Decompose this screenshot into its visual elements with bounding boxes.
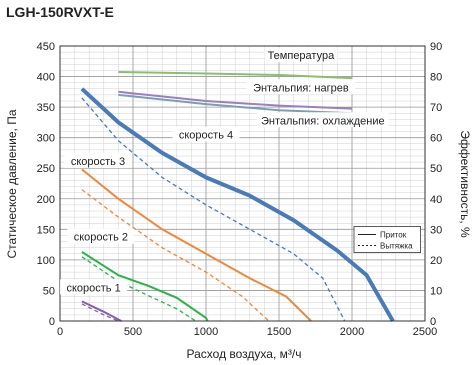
speed-label-6: скорость 1 bbox=[60, 279, 128, 295]
exhaust-pressure-line-7 bbox=[81, 303, 119, 322]
efficiency-label-0-bg bbox=[264, 47, 338, 63]
x-tick-label: 2000 bbox=[340, 326, 364, 338]
efficiency-label-0: Температура bbox=[264, 47, 338, 63]
y-tick-label: 100 bbox=[37, 255, 55, 267]
exhaust-pressure-line-1 bbox=[81, 97, 346, 322]
series-labels: скорость 4 скорость 3 скорость 2 скорость 1… bbox=[60, 47, 389, 295]
legend: Приток Вытяжка bbox=[353, 226, 422, 253]
plot-frame bbox=[59, 45, 426, 322]
y-tick-label: 300 bbox=[37, 133, 55, 145]
y-tick-label: 0 bbox=[49, 316, 55, 328]
y2-tick-label: 50 bbox=[430, 163, 442, 175]
y-tick-label: 250 bbox=[37, 163, 55, 175]
efficiency-label-1-text: Энтальпия: нагрев bbox=[253, 82, 349, 94]
supply-pressure-line-2 bbox=[81, 168, 312, 322]
efficiency-label-1: Энтальпия: нагрев bbox=[246, 79, 356, 95]
y2-tick-label: 60 bbox=[430, 133, 442, 145]
speed-label-4-bg bbox=[67, 228, 135, 244]
chart-title: LGH-150RVXT-E bbox=[6, 4, 114, 20]
efficiency-line-1 bbox=[118, 90, 353, 110]
x-axis-label: Расход воздуха, м³/ч bbox=[187, 347, 302, 361]
exhaust-pressure-line-5 bbox=[81, 256, 197, 322]
speed-label-4-text: скорость 2 bbox=[74, 232, 128, 244]
speed-label-0-bg bbox=[172, 126, 240, 142]
speed-label-0-text: скорость 4 bbox=[179, 130, 233, 142]
x-tick-label: 500 bbox=[124, 326, 142, 338]
efficiency-label-2: Энтальпия: охлаждение bbox=[256, 112, 389, 128]
series-layer bbox=[80, 71, 395, 322]
y2-tick-label: 40 bbox=[430, 194, 442, 206]
supply-pressure-line-6 bbox=[81, 300, 122, 322]
speed-label-6-text: скорость 1 bbox=[66, 282, 120, 294]
y2-tick-label: 80 bbox=[430, 72, 442, 84]
speed-label-2-text: скорость 3 bbox=[71, 156, 125, 168]
y-tick-label: 200 bbox=[37, 194, 55, 206]
y2-tick-label: 70 bbox=[430, 102, 442, 114]
y-tick-label: 50 bbox=[43, 285, 55, 297]
y-tick-label: 450 bbox=[37, 41, 55, 53]
y2-tick-label: 0 bbox=[430, 316, 436, 328]
efficiency-label-1-bg bbox=[246, 79, 356, 95]
x-tick-label: 2500 bbox=[413, 326, 437, 338]
x-tick-label: 1000 bbox=[194, 326, 218, 338]
legend-label-0: Приток bbox=[380, 231, 407, 240]
y-axis-label: Статическое давление, Па bbox=[5, 109, 19, 258]
y-tick-label: 150 bbox=[37, 224, 55, 236]
y2-tick-label: 30 bbox=[430, 224, 442, 236]
speed-label-4: скорость 2 bbox=[67, 228, 135, 244]
supply-pressure-line-4 bbox=[81, 251, 209, 322]
x-tick-label: 1500 bbox=[267, 326, 291, 338]
legend-label-1: Вытяжка bbox=[380, 242, 413, 251]
efficiency-line-0 bbox=[118, 71, 353, 80]
supply-pressure-line-0 bbox=[80, 87, 395, 322]
axes: Расход воздуха, м³/ч Статическое давлени… bbox=[5, 41, 472, 361]
speed-label-0: скорость 4 bbox=[172, 126, 240, 142]
y-tick-label: 350 bbox=[37, 102, 55, 114]
x-tick-label: 0 bbox=[57, 326, 63, 338]
y2-tick-label: 20 bbox=[430, 255, 442, 267]
y-tick-label: 400 bbox=[37, 72, 55, 84]
legend-box bbox=[353, 226, 422, 253]
y2-tick-label: 90 bbox=[430, 41, 442, 53]
efficiency-label-2-bg bbox=[256, 112, 389, 128]
y2-axis-label: Эффективность, % bbox=[458, 130, 472, 238]
speed-label-2: скорость 3 bbox=[64, 152, 132, 168]
efficiency-label-2-text: Энтальпия: охлаждение bbox=[261, 115, 385, 127]
efficiency-line-2 bbox=[118, 93, 353, 115]
exhaust-pressure-line-3 bbox=[81, 189, 270, 322]
speed-label-6-bg bbox=[60, 279, 128, 295]
y2-tick-label: 10 bbox=[430, 285, 442, 297]
efficiency-label-0-text: Температура bbox=[268, 50, 336, 62]
speed-label-2-bg bbox=[64, 152, 132, 168]
